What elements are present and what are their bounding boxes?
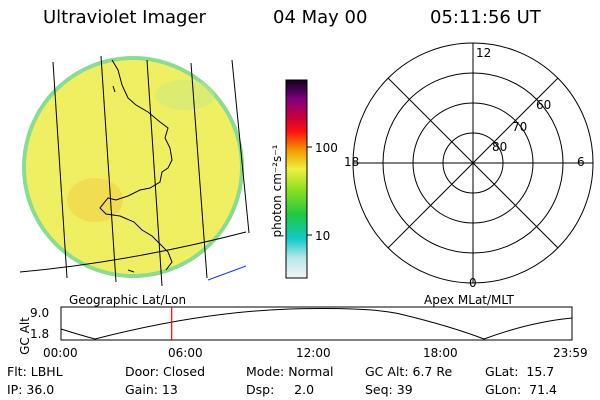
altitude-tick-9: 9.0 bbox=[30, 306, 50, 320]
colorbar-label: photon cm⁻²s⁻¹ bbox=[270, 144, 284, 238]
altitude-plot bbox=[60, 306, 573, 341]
mode-info: Mode: Normal bbox=[246, 364, 334, 379]
apex-label: Apex MLat/MLT bbox=[424, 293, 514, 307]
gain-info: Gain: 13 bbox=[125, 382, 178, 397]
mlat-label-80: 80 bbox=[492, 140, 508, 154]
altitude-curve bbox=[60, 308, 573, 340]
mlt-label-0: 0 bbox=[469, 276, 477, 290]
time-tick-1800: 18:00 bbox=[423, 346, 458, 360]
time-tick-0000: 00:00 bbox=[43, 346, 78, 360]
mlat-label-60: 60 bbox=[536, 98, 552, 112]
limb-marker bbox=[207, 265, 247, 281]
ip-info: IP: 36.0 bbox=[7, 382, 55, 397]
uv-image-disk bbox=[19, 55, 250, 287]
time-label: 05:11:56 UT bbox=[430, 7, 541, 28]
time-tick-2359: 23:59 bbox=[553, 346, 588, 360]
coastline bbox=[99, 59, 173, 273]
time-tick-1200: 12:00 bbox=[296, 346, 331, 360]
glat-info: GLat: 15.7 bbox=[485, 364, 555, 379]
gc-alt-info: GC Alt: 6.7 Re bbox=[365, 364, 453, 379]
mlt-label-6: 6 bbox=[577, 155, 585, 169]
mlt-label-18: 18 bbox=[344, 155, 360, 169]
polar-plot bbox=[352, 42, 594, 284]
instrument-title: Ultraviolet Imager bbox=[43, 7, 206, 28]
mlat-label-70: 70 bbox=[512, 120, 528, 134]
filter-info: Flt: LBHL bbox=[7, 364, 63, 379]
mlt-label-12: 12 bbox=[476, 46, 492, 60]
geographic-grid bbox=[19, 55, 250, 287]
seq-info: Seq: 39 bbox=[365, 382, 413, 397]
geographic-label: Geographic Lat/Lon bbox=[69, 293, 187, 307]
dsp-info: Dsp: 2.0 bbox=[246, 382, 315, 397]
colorbar-tick-100: 100 bbox=[315, 141, 338, 155]
colorbar-tick-10: 10 bbox=[315, 229, 331, 243]
door-info: Door: Closed bbox=[125, 364, 206, 379]
glon-info: GLon: 71.4 bbox=[485, 382, 557, 397]
date-label: 04 May 00 bbox=[273, 7, 368, 28]
colorbar bbox=[285, 79, 312, 279]
time-tick-0600: 06:00 bbox=[168, 346, 203, 360]
altitude-tick-1-8: 1.8 bbox=[30, 327, 50, 341]
